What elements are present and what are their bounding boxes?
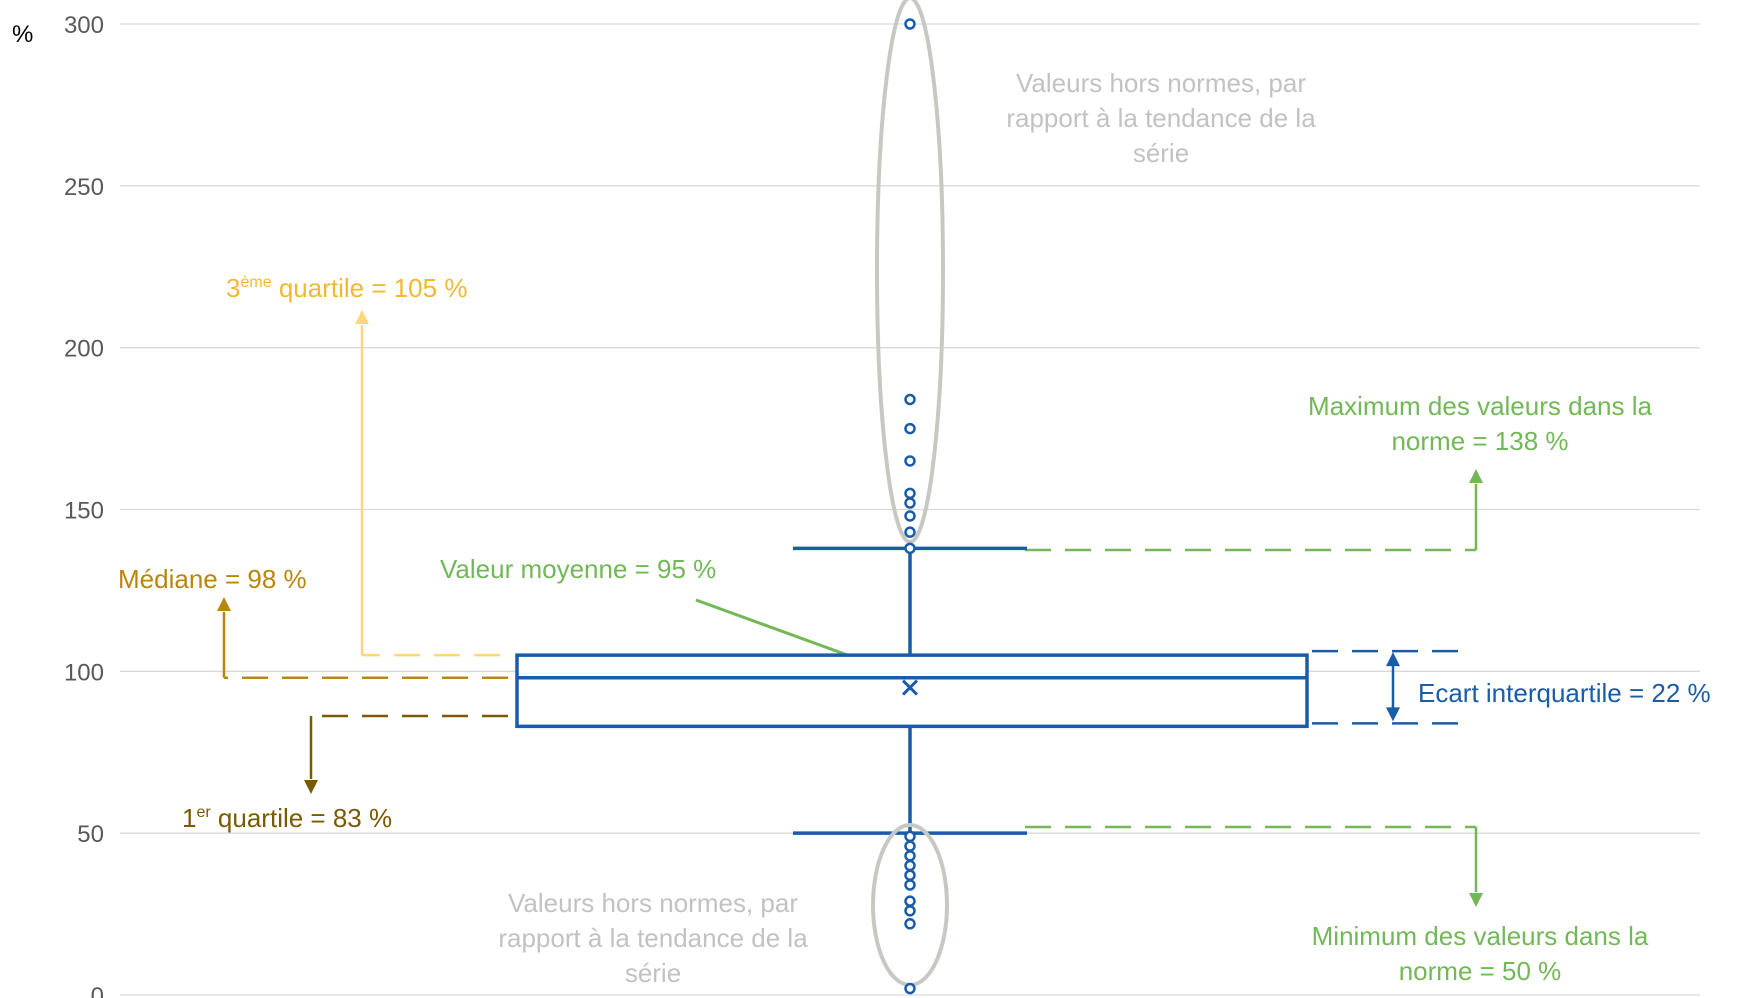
y-axis-ticks: 0 50 100 150 200 250 300 — [64, 12, 104, 998]
y-tick-label-300: 300 — [64, 12, 104, 39]
q3-label: 3ème quartile = 105 % — [226, 273, 467, 303]
y-tick-label-250: 250 — [64, 174, 104, 201]
max-label: Maximum des valeurs dans la norme = 138 % — [1308, 391, 1652, 456]
outlier-point-2 — [904, 510, 916, 522]
outlier-point-10 — [904, 918, 916, 930]
outlier-point-1 — [904, 526, 916, 538]
outlier-point-15 — [904, 859, 916, 872]
outlier-point-7 — [904, 393, 916, 406]
min-label: Minimum des valeurs dans la norme = 50 % — [1312, 921, 1649, 986]
outlier-point-9 — [904, 982, 916, 995]
max-arrow-head — [1469, 469, 1483, 483]
low-outliers-label: Valeurs hors normes, par rapport à la ten… — [498, 888, 808, 988]
y-tick-label-150: 150 — [64, 498, 104, 525]
outlier-point-5 — [904, 455, 916, 467]
median-arrow-head — [217, 597, 231, 611]
outlier-point-4 — [904, 487, 916, 500]
y-tick-label-50: 50 — [77, 821, 104, 848]
outlier-point-14 — [904, 869, 916, 881]
mean-label: Valeur moyenne = 95 % — [440, 554, 716, 584]
outlier-point-13 — [904, 879, 916, 891]
outlier-point-17 — [904, 840, 916, 852]
outlier-point-0 — [904, 542, 916, 555]
y-tick-label-0: 0 — [91, 983, 104, 998]
iqr-label: Ecart interquartile = 22 % — [1418, 678, 1711, 708]
outlier-point-16 — [904, 850, 916, 862]
y-tick-label-200: 200 — [64, 336, 104, 363]
q3-arrow-head — [355, 310, 369, 324]
q1-arrow-head — [304, 780, 318, 794]
outlier-point-18 — [904, 830, 916, 843]
outlier-point-12 — [904, 895, 916, 907]
high-outliers-ellipse — [875, 0, 945, 544]
annotation-labels: 3ème quartile = 105 % Médiane = 98 % 1er q… — [118, 68, 1711, 988]
outlier-point-8 — [904, 18, 916, 30]
median-label: Médiane = 98 % — [118, 564, 307, 594]
outlier-points — [904, 18, 916, 995]
y-tick-label-100: 100 — [64, 659, 104, 686]
high-outliers-label: Valeurs hors normes, par rapport à la ten… — [1006, 68, 1316, 168]
box — [515, 546, 1309, 835]
outlier-point-11 — [904, 905, 916, 917]
iqr-arrow-head-bottom — [1386, 707, 1400, 722]
q1-label: 1er quartile = 83 % — [182, 803, 392, 833]
outlier-point-3 — [904, 497, 916, 509]
min-arrow-head — [1469, 893, 1483, 907]
outlier-point-6 — [904, 422, 916, 435]
iqr-arrow-head-top — [1386, 652, 1400, 667]
y-axis-label: % — [12, 21, 33, 48]
mean-marker-stroke-2 — [901, 679, 919, 696]
annotation-guides — [217, 310, 1483, 907]
